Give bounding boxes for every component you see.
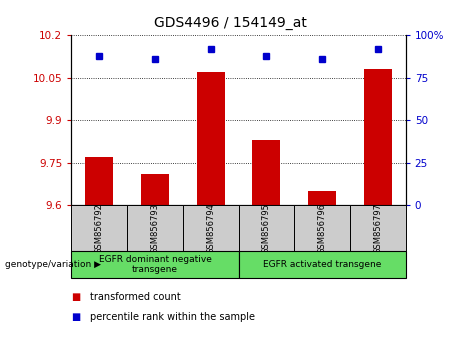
Bar [141, 174, 169, 205]
Text: ■: ■ [71, 292, 81, 302]
Text: GSM856796: GSM856796 [318, 203, 327, 254]
Text: GSM856794: GSM856794 [206, 203, 215, 254]
Text: GSM856797: GSM856797 [373, 203, 382, 254]
Bar [127, 205, 183, 251]
Text: GSM856793: GSM856793 [150, 203, 160, 254]
Bar [308, 191, 336, 205]
Bar [239, 251, 406, 278]
Text: ■: ■ [71, 312, 81, 322]
Text: genotype/variation ▶: genotype/variation ▶ [5, 260, 100, 269]
Bar [197, 72, 225, 205]
Bar [183, 205, 239, 251]
Bar [85, 157, 113, 205]
Bar [364, 69, 392, 205]
Bar [71, 205, 127, 251]
Bar [239, 205, 294, 251]
Bar [294, 205, 350, 251]
Bar [71, 251, 239, 278]
Text: EGFR dominant negative
transgene: EGFR dominant negative transgene [99, 255, 212, 274]
Text: EGFR activated transgene: EGFR activated transgene [263, 260, 381, 269]
Text: percentile rank within the sample: percentile rank within the sample [90, 312, 255, 322]
Bar [253, 140, 280, 205]
Text: transformed count: transformed count [90, 292, 181, 302]
Text: GDS4496 / 154149_at: GDS4496 / 154149_at [154, 16, 307, 30]
Text: GSM856795: GSM856795 [262, 203, 271, 254]
Text: GSM856792: GSM856792 [95, 203, 104, 254]
Bar [350, 205, 406, 251]
